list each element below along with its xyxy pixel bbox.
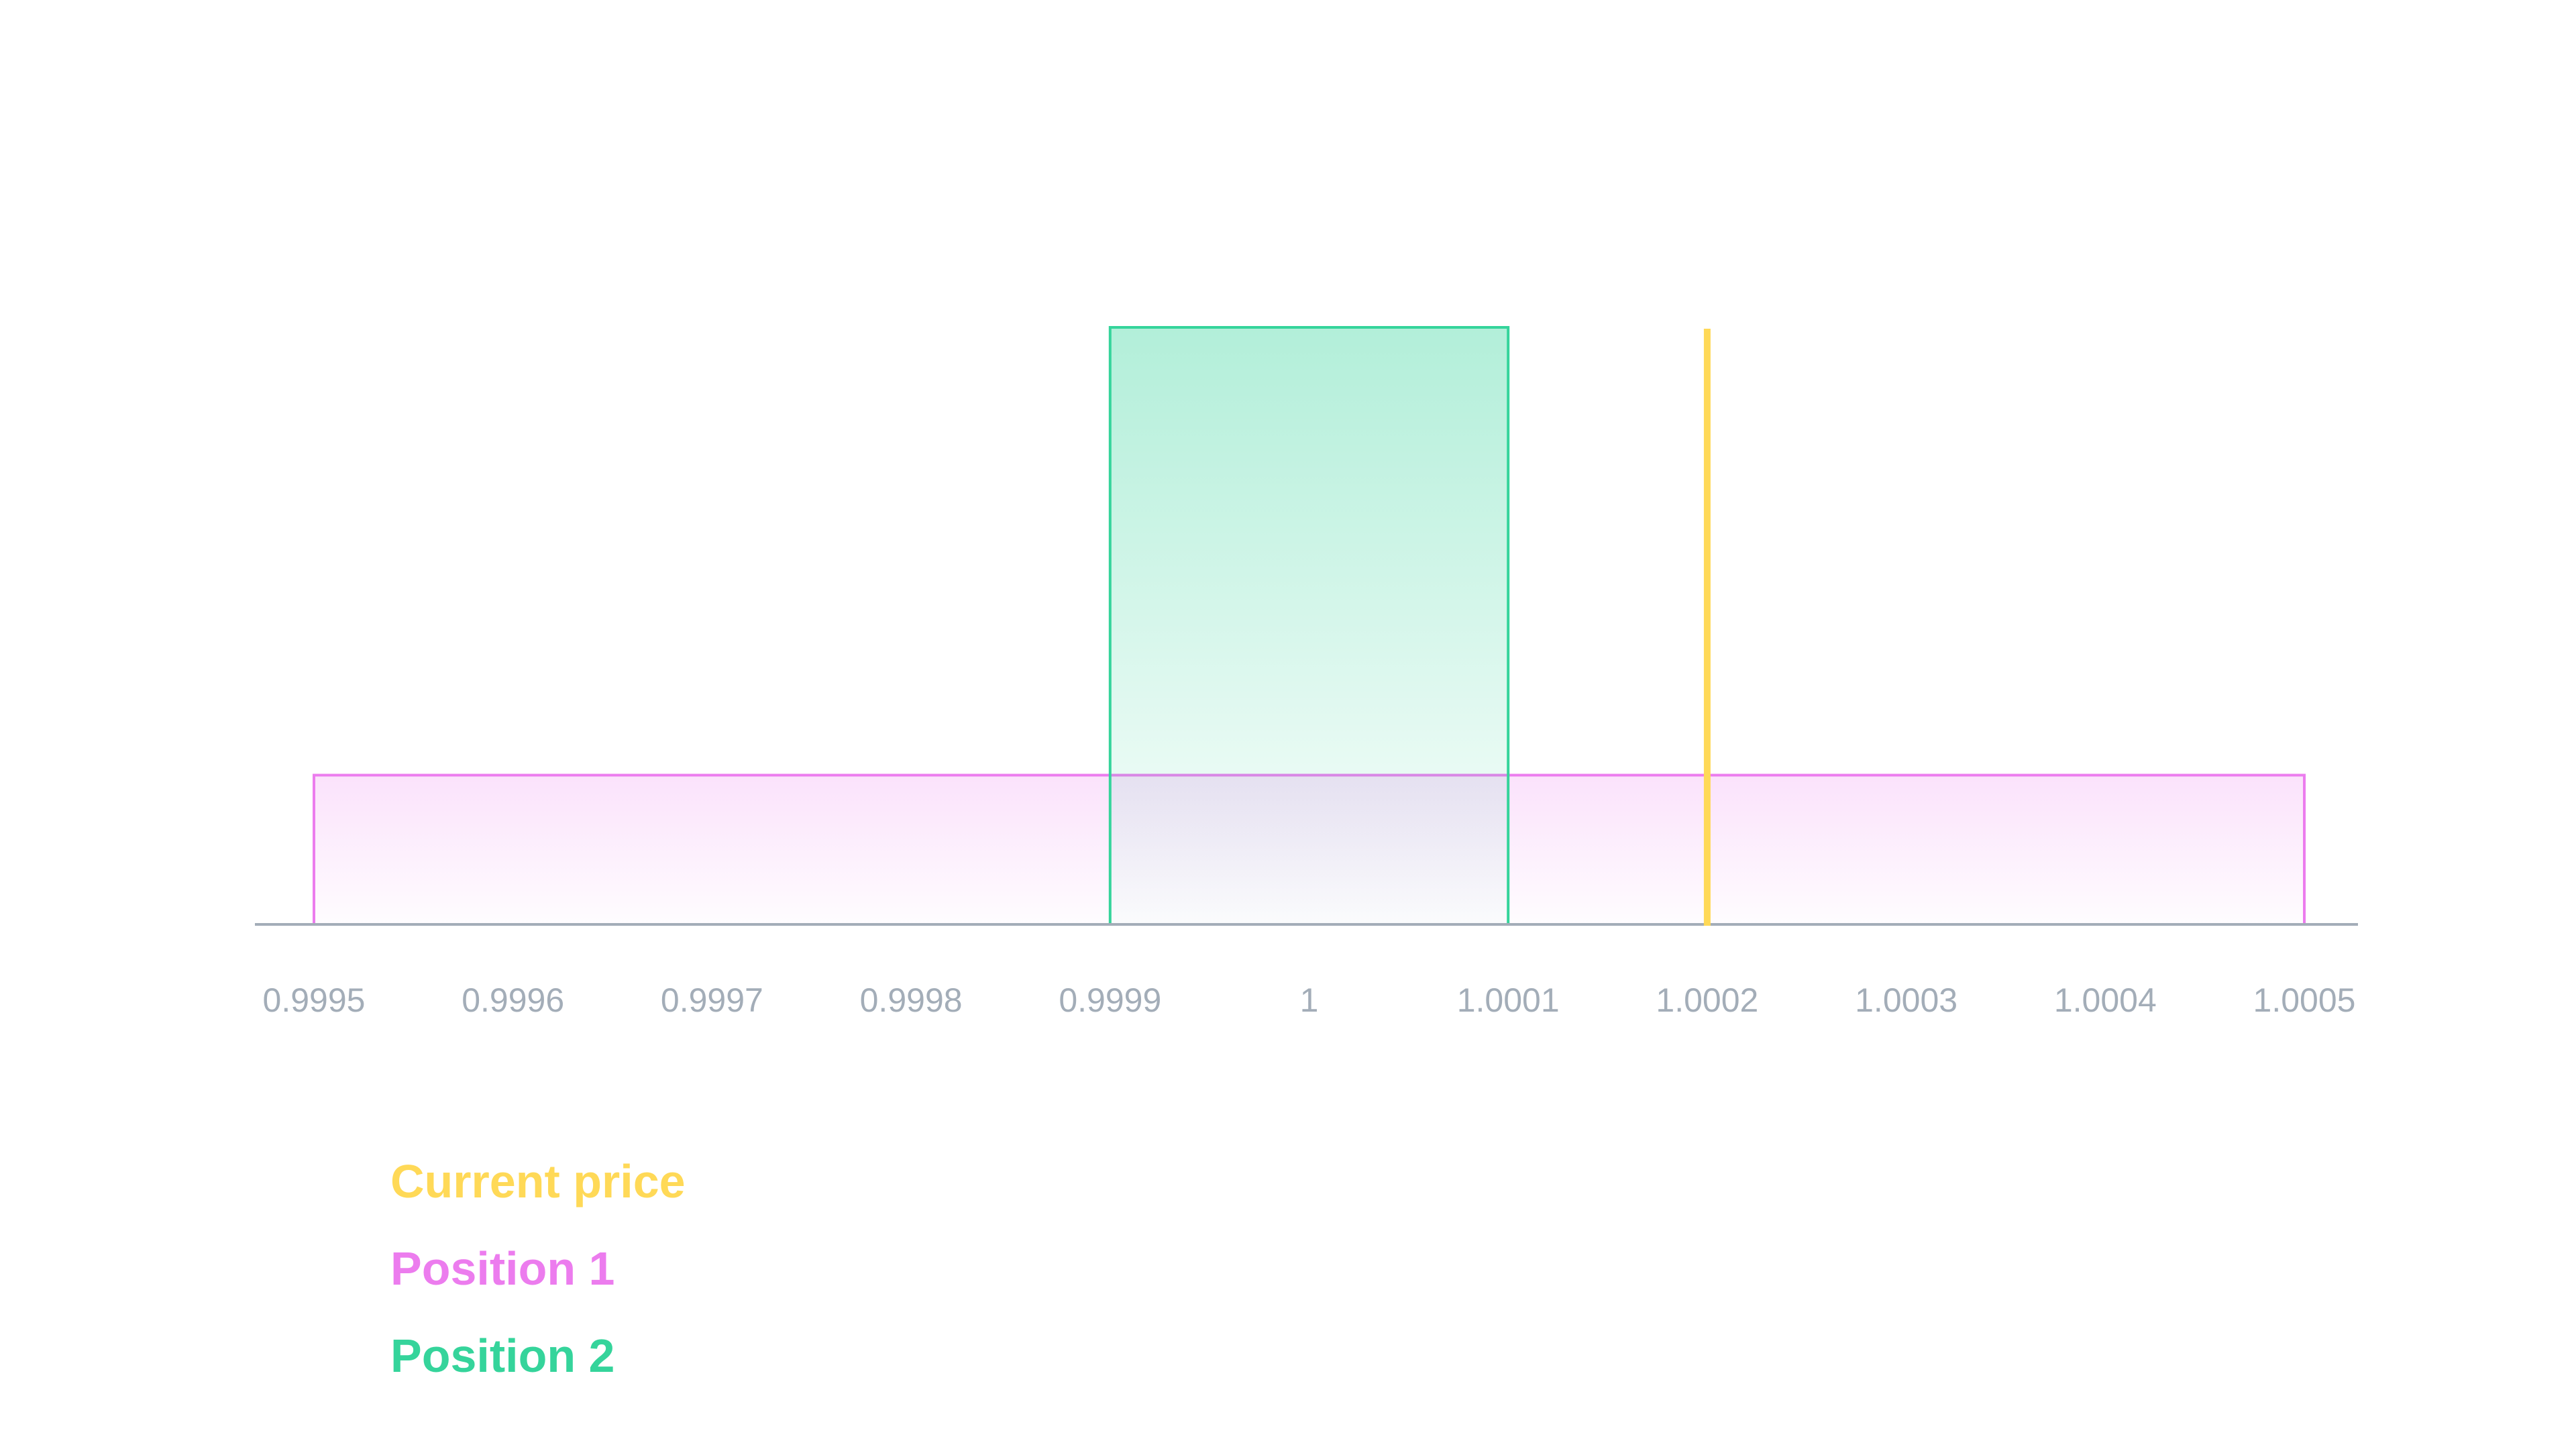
- x-tick-label: 0.9996: [462, 981, 564, 1019]
- x-tick-label: 1.0005: [2253, 981, 2356, 1019]
- legend-current-price: Current price: [390, 1155, 686, 1208]
- x-tick-label: 1.0004: [2054, 981, 2157, 1019]
- x-tick-label: 1.0001: [1457, 981, 1560, 1019]
- x-tick-label: 1: [1300, 981, 1319, 1019]
- x-tick-label: 1.0003: [1855, 981, 1957, 1019]
- x-tick-label: 1.0002: [1656, 981, 1758, 1019]
- legend-position-2: Position 2: [390, 1330, 615, 1382]
- legend: Current price Position 1 Position 2: [390, 1138, 686, 1399]
- position-bars: [313, 326, 2306, 926]
- x-tick-label: 0.9997: [661, 981, 763, 1019]
- x-tick-label: 0.9998: [860, 981, 963, 1019]
- x-axis-ticks: 0.9995 0.9996 0.9997 0.9998 0.9999 1 1.0001 1.0…: [263, 981, 2356, 1019]
- legend-position-1: Position 1: [390, 1242, 615, 1295]
- x-tick-label: 0.9999: [1059, 981, 1161, 1019]
- position-2-bar: [1108, 326, 1510, 926]
- x-tick-label: 0.9995: [263, 981, 366, 1019]
